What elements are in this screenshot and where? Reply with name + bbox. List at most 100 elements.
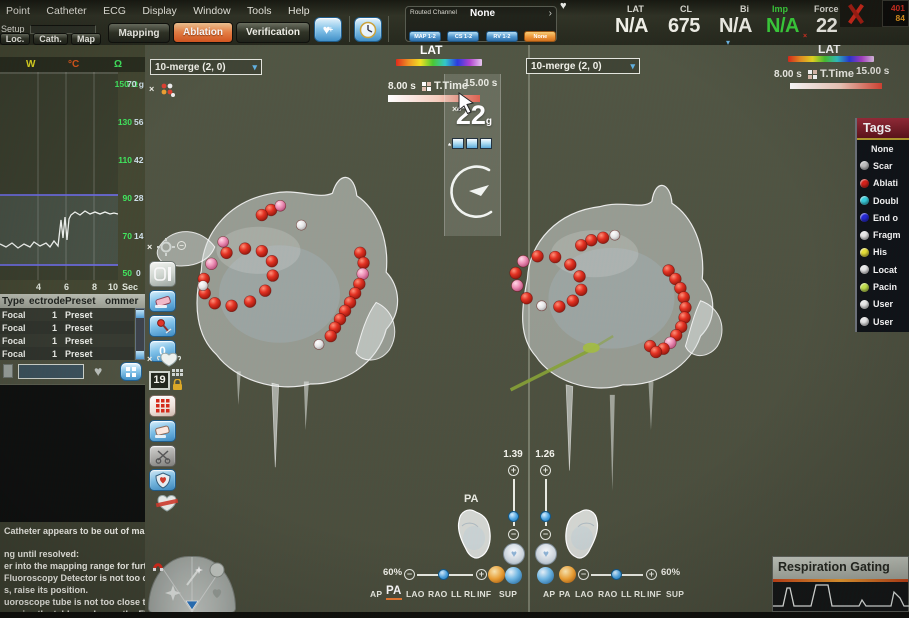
map-tool-icon-button[interactable] (120, 362, 142, 381)
menu-point[interactable]: Point (6, 5, 30, 17)
orientation-sup-left[interactable]: SUP (499, 589, 518, 599)
orientation-rl-left[interactable]: RL (464, 589, 476, 599)
orientation-lao-right[interactable]: LAO (575, 589, 594, 599)
ablation-button[interactable]: Ablation (173, 22, 233, 43)
orientation-rl-right[interactable]: RL (634, 589, 646, 599)
tag-his[interactable]: His (857, 244, 909, 261)
eraser-tool[interactable] (149, 290, 176, 312)
menu-window[interactable]: Window (193, 5, 231, 17)
map-fill-toggle-right[interactable] (559, 566, 576, 583)
orientation-inf-left[interactable]: INF (477, 589, 492, 599)
tag-scar[interactable]: Scar (857, 157, 909, 174)
close-icon[interactable]: × (147, 242, 153, 252)
menu-catheter[interactable]: Catheter (46, 5, 87, 17)
tag-end[interactable]: End o (857, 209, 909, 226)
clipping-tool-icon[interactable] (160, 82, 176, 98)
scale-up-left[interactable]: + (508, 465, 519, 476)
heart-ribbon-tool[interactable] (152, 493, 182, 513)
scroll-up-arrow[interactable] (136, 310, 144, 318)
pin-tool[interactable] (149, 315, 176, 337)
magnet-icon[interactable] (150, 556, 166, 573)
map-sphere-toggle-left[interactable] (505, 567, 522, 584)
scale-slider-right[interactable] (545, 479, 547, 526)
tag-ablation[interactable]: Ablati (857, 175, 909, 192)
visible-points-counter[interactable]: 19 (149, 371, 170, 390)
gear-icon[interactable] (157, 238, 175, 256)
pad-icon[interactable] (3, 364, 13, 378)
table-row[interactable]: Focal 1 Preset (0, 321, 134, 334)
menu-tools[interactable]: Tools (247, 5, 272, 17)
orientation-pa-left[interactable]: PA (386, 585, 402, 600)
channel-cs12-button[interactable]: CS 1-2 (447, 31, 480, 42)
grid-tool[interactable] (149, 395, 176, 417)
menu-ecg[interactable]: ECG (103, 5, 126, 17)
channel-map12-button[interactable]: MAP 1-2 (409, 31, 441, 42)
tag-user2[interactable]: User (857, 313, 909, 330)
minus-circle-icon[interactable]: − (177, 241, 186, 250)
channel-rv12-button[interactable]: RV 1-2 (485, 31, 518, 42)
map-3d-canvas[interactable] (145, 45, 909, 612)
shield-heart-tool[interactable] (149, 469, 176, 491)
scissors-tool[interactable] (149, 445, 176, 467)
orientation-pa-right[interactable]: PA (559, 589, 571, 599)
orientation-sup-right[interactable]: SUP (666, 589, 685, 599)
orientation-ll-right[interactable]: LL (621, 589, 632, 599)
lat-colorbar-right[interactable] (788, 56, 874, 62)
map-select-left[interactable]: 10-merge (2, 0) ▾ (150, 59, 262, 75)
lat-colorbar-left[interactable] (396, 59, 482, 66)
table-row[interactable]: Focal 1 Preset (0, 334, 134, 347)
table-row[interactable]: Focal 1 Preset (0, 347, 134, 360)
tag-user1[interactable]: User (857, 296, 909, 313)
orientation-inf-right[interactable]: INF (647, 589, 662, 599)
scale-slider-left[interactable] (513, 479, 515, 526)
zoom-slider-handle-left[interactable] (438, 569, 449, 580)
zoom-in-button[interactable]: + (476, 569, 487, 580)
scale-handle-left[interactable] (508, 511, 519, 522)
eraser2-tool[interactable] (149, 420, 176, 442)
orientation-lao-left[interactable]: LAO (406, 589, 425, 599)
orientation-rao-left[interactable]: RAO (428, 589, 448, 599)
heart-plus-icon-button[interactable]: ♥ + (314, 17, 342, 42)
chevron-right-icon[interactable]: › (548, 8, 552, 19)
mapping-button[interactable]: Mapping (108, 23, 170, 43)
close-icon[interactable]: × (149, 84, 155, 94)
mini-dropdown[interactable] (18, 364, 84, 379)
ttime-colorbar-left[interactable] (388, 95, 480, 102)
loc-button[interactable]: Loc. (0, 33, 30, 45)
menu-display[interactable]: Display (142, 5, 177, 17)
channel-none-button[interactable]: None (524, 31, 557, 42)
heart-view-button-left[interactable]: ♥ (503, 543, 525, 565)
zoom-in-button-right[interactable]: + (646, 569, 657, 580)
scale-down-left[interactable]: − (508, 529, 519, 540)
ttime-colorbar-right[interactable] (790, 83, 882, 89)
chevron-down-icon[interactable]: ▾ (726, 38, 731, 47)
clock-icon-button[interactable] (354, 17, 382, 42)
close-icon[interactable]: × (452, 104, 458, 114)
col-comment[interactable]: ommer (105, 295, 139, 307)
verification-button[interactable]: Verification (236, 22, 310, 43)
scale-handle-right[interactable] (540, 511, 551, 522)
scroll-down-arrow[interactable] (136, 351, 144, 359)
orientation-rao-right[interactable]: RAO (598, 589, 618, 599)
zoom-slider-handle-right[interactable] (611, 569, 622, 580)
tag-fragmented[interactable]: Fragm (857, 226, 909, 243)
select-tool[interactable] (149, 261, 176, 287)
orientation-ap-left[interactable]: AP (370, 589, 383, 599)
scale-down-right[interactable]: − (540, 529, 551, 540)
map-sphere-toggle-right[interactable] (537, 567, 554, 584)
zoom-out-button-right[interactable]: − (578, 569, 589, 580)
orientation-ll-left[interactable]: LL (451, 589, 462, 599)
zoom-out-button[interactable]: − (404, 569, 415, 580)
tag-location[interactable]: Locat (857, 261, 909, 278)
scale-up-right[interactable]: + (540, 465, 551, 476)
table-scrollbar[interactable] (135, 308, 145, 360)
routed-channel-value[interactable]: None (470, 8, 495, 19)
map-button[interactable]: Map (71, 33, 101, 45)
heart-view-button-right[interactable]: ♥ (535, 543, 557, 565)
map-fill-toggle-left[interactable] (488, 566, 505, 583)
heart-icon[interactable]: ♥ (94, 363, 103, 379)
table-row[interactable]: Focal 1 Preset (0, 308, 134, 321)
col-preset[interactable]: Preset (65, 295, 96, 307)
col-electrode[interactable]: ectrode (29, 295, 66, 307)
map-navigator[interactable] (148, 556, 236, 613)
